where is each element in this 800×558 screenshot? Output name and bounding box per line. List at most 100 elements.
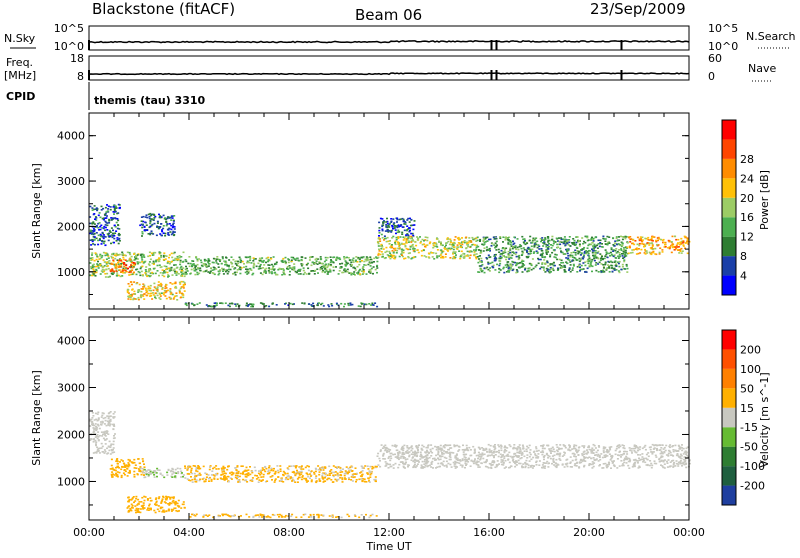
heat-cell — [624, 238, 626, 240]
heat-cell — [267, 261, 269, 263]
heat-cell — [161, 292, 163, 294]
heat-cell — [389, 240, 391, 242]
heat-cell — [116, 466, 118, 468]
heat-cell — [222, 258, 224, 260]
heat-cell — [141, 216, 143, 218]
heat-cell — [146, 224, 148, 226]
heat-cell — [93, 266, 95, 268]
heat-cell — [592, 255, 594, 257]
heat-cell — [125, 471, 127, 473]
heat-cell — [180, 260, 182, 262]
heat-cell — [363, 261, 365, 263]
heat-cell — [651, 453, 653, 455]
heat-cell — [183, 252, 185, 254]
heat-cell — [425, 245, 427, 247]
heat-cell — [298, 270, 300, 272]
heat-cell — [496, 264, 498, 266]
heat-cell — [622, 236, 624, 238]
heat-cell — [645, 253, 647, 255]
heat-cell — [146, 509, 148, 511]
heat-cell — [573, 252, 575, 254]
heat-cell — [376, 272, 378, 274]
heat-cell — [524, 269, 526, 271]
heat-cell — [129, 286, 131, 288]
heat-cell — [137, 261, 139, 263]
heat-cell — [425, 256, 427, 258]
heat-cell — [273, 269, 275, 271]
heat-cell — [309, 477, 311, 479]
heat-cell — [160, 284, 162, 286]
heat-cell — [151, 230, 153, 232]
heat-cell — [125, 466, 127, 468]
heat-cell — [258, 473, 260, 475]
heat-cell — [173, 222, 175, 224]
heat-cell — [504, 452, 506, 454]
heat-cell — [160, 257, 162, 259]
heat-cell — [205, 479, 207, 481]
heat-cell — [595, 264, 597, 266]
heat-cell — [414, 464, 416, 466]
heat-cell — [624, 255, 626, 257]
heat-cell — [132, 274, 134, 276]
heat-cell — [170, 229, 172, 231]
freq-right-label: Nave — [748, 62, 776, 75]
heat-cell — [531, 246, 533, 248]
heat-cell — [172, 232, 174, 234]
heat-cell — [157, 509, 159, 511]
heat-cell — [440, 241, 442, 243]
heat-cell — [149, 233, 151, 235]
heat-cell — [583, 256, 585, 258]
heat-cell — [559, 264, 561, 266]
heat-cell — [386, 241, 388, 243]
heat-cell — [391, 230, 393, 232]
heat-cell — [521, 261, 523, 263]
heat-cell — [270, 470, 272, 472]
heat-cell — [205, 270, 207, 272]
heat-cell — [375, 256, 377, 258]
heat-cell — [515, 265, 517, 267]
heat-cell — [105, 276, 107, 278]
freq-left-tick-bottom: 8 — [77, 70, 84, 83]
heat-cell — [512, 246, 514, 248]
heat-cell — [129, 266, 131, 268]
heat-cell — [161, 229, 163, 231]
heat-cell — [298, 273, 300, 275]
heat-cell — [136, 504, 138, 506]
heat-cell — [246, 303, 248, 305]
heat-cell — [153, 219, 155, 221]
heat-cell — [172, 217, 174, 219]
heat-cell — [150, 508, 152, 510]
heat-cell — [91, 223, 93, 225]
heat-cell — [143, 472, 145, 474]
heat-cell — [572, 238, 574, 240]
heat-cell — [171, 253, 173, 255]
heat-cell — [547, 238, 549, 240]
heat-cell — [115, 267, 117, 269]
heat-cell — [150, 285, 152, 287]
heat-cell — [487, 263, 489, 265]
heat-cell — [328, 466, 330, 468]
heat-cell — [385, 221, 387, 223]
heat-cell — [234, 272, 236, 274]
heat-cell — [535, 266, 537, 268]
heat-cell — [513, 236, 515, 238]
heat-cell — [450, 242, 452, 244]
heat-cell — [145, 269, 147, 271]
heat-cell — [350, 304, 352, 306]
heat-cell — [327, 257, 329, 259]
heat-cell — [330, 472, 332, 474]
heat-cell — [379, 460, 381, 462]
heat-cell — [384, 238, 386, 240]
heat-cell — [165, 258, 167, 260]
heat-cell — [156, 501, 158, 503]
heat-cell — [432, 256, 434, 258]
heat-cell — [441, 251, 443, 253]
heat-cell — [222, 478, 224, 480]
heat-cell — [159, 469, 161, 471]
heat-cell — [288, 262, 290, 264]
heat-cell — [186, 273, 188, 275]
heat-cell — [110, 443, 112, 445]
heat-cell — [505, 236, 507, 238]
heat-cell — [174, 268, 176, 270]
heat-cell — [300, 263, 302, 265]
